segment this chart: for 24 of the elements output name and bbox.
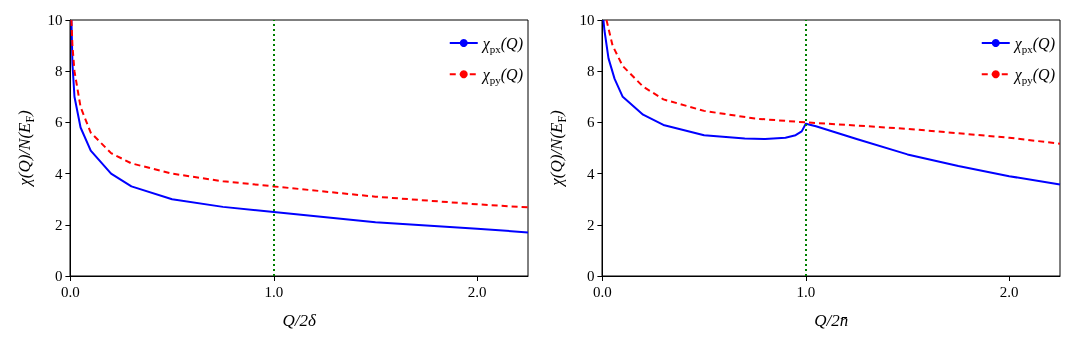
y-tick-label: 2 <box>586 216 595 233</box>
y-tick-label: 8 <box>586 63 595 80</box>
x-tick-label: 2.0 <box>467 283 487 300</box>
y-tick-label: 4 <box>54 165 63 182</box>
x-tick-label: 1.0 <box>264 283 284 300</box>
y-tick-label: 10 <box>579 12 595 28</box>
y-tick-label: 6 <box>54 114 63 131</box>
y-tick-label: 4 <box>586 165 595 182</box>
y-tick-label: 0 <box>586 268 595 284</box>
y-tick-label: 8 <box>54 63 63 80</box>
x-tick-label: 0.0 <box>593 283 612 300</box>
x-tick-label: 1.0 <box>796 283 816 300</box>
x-axis-title: Q/2n̄ <box>814 311 849 330</box>
y-tick-label: 10 <box>47 12 63 28</box>
y-tick-label: 6 <box>586 114 595 131</box>
line-series <box>605 19 1061 145</box>
y-axis-title: χ(Q)/N(EF) <box>15 109 38 188</box>
line-series <box>602 19 1061 186</box>
y-axis-title: χ(Q)/N(EF) <box>547 109 570 188</box>
x-tick-label: 0.0 <box>61 283 80 300</box>
x-axis-title: Q/2δ <box>282 311 317 330</box>
y-tick-label: 2 <box>54 216 63 233</box>
x-tick-label: 2.0 <box>999 283 1019 300</box>
y-tick-label: 0 <box>54 268 63 284</box>
